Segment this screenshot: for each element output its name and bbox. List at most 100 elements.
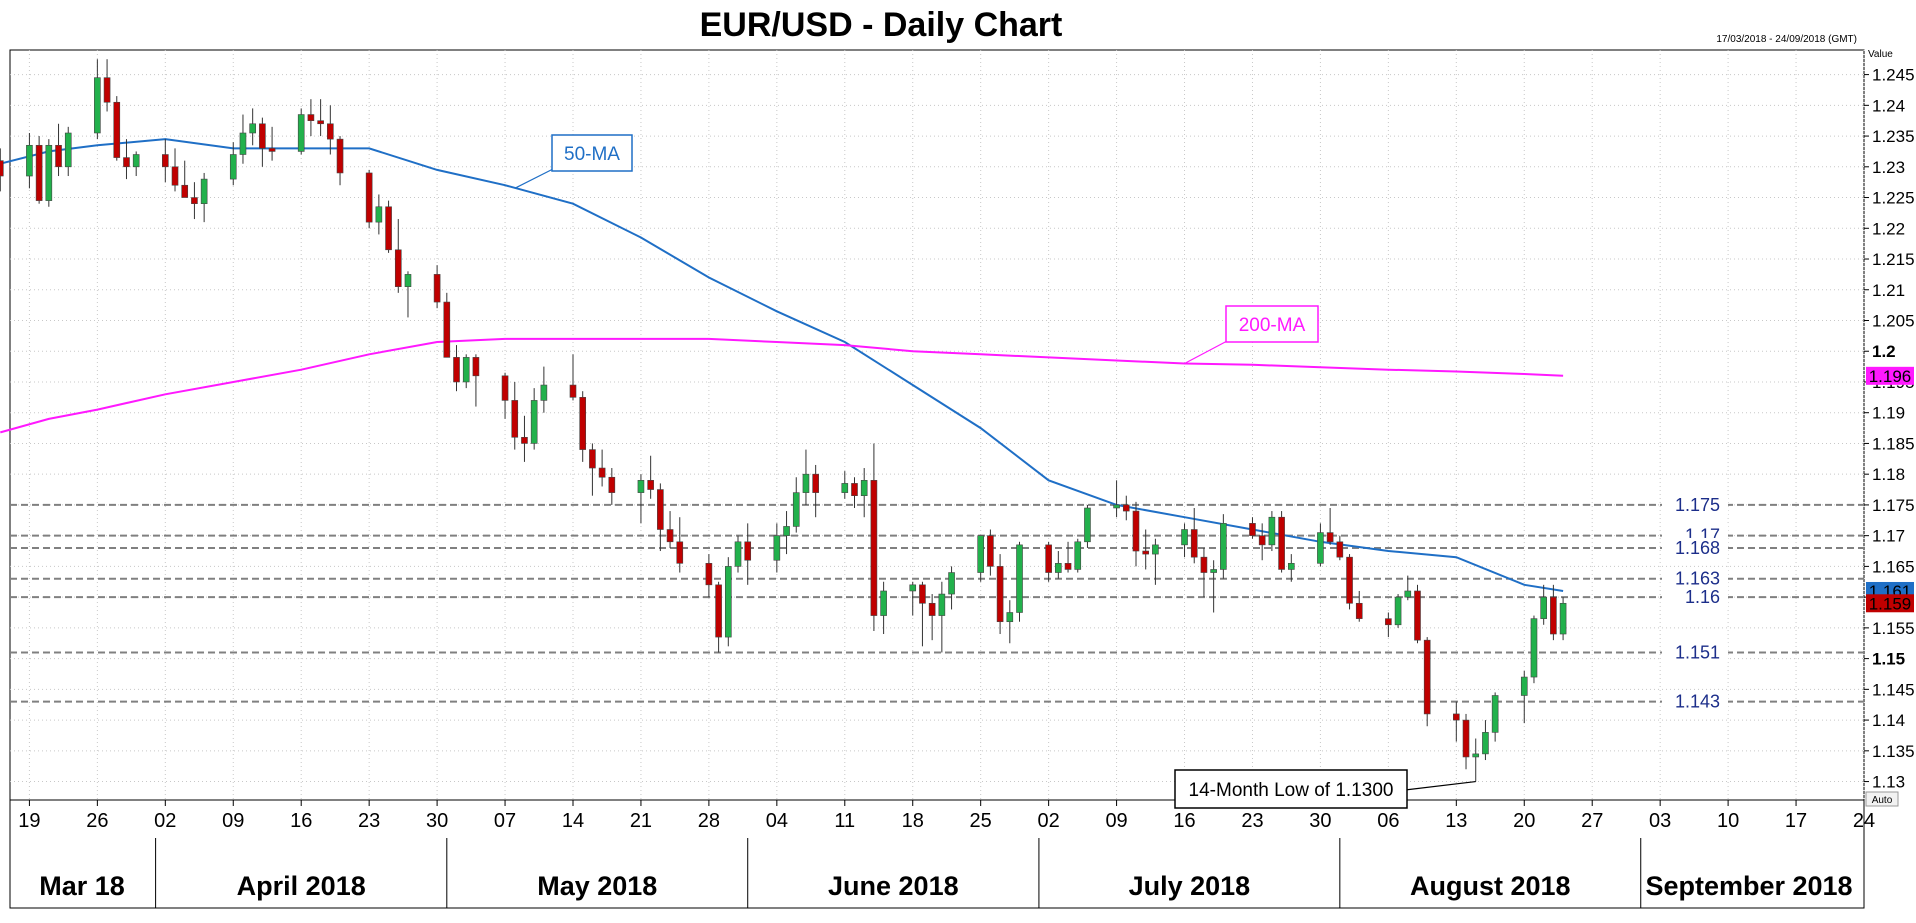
candle-body-down xyxy=(987,535,994,567)
x-tick-label: 21 xyxy=(630,810,652,832)
candle-body-down xyxy=(569,384,577,398)
ma200-callout-leader xyxy=(1184,339,1230,365)
candle-body-up xyxy=(1520,676,1528,696)
month-label: June 2018 xyxy=(828,871,959,901)
level-label-bg xyxy=(1662,568,1728,589)
y-tick-label: 1.17 xyxy=(1872,527,1905,546)
y-tick-label: 1.19 xyxy=(1872,404,1905,423)
candle-body-up xyxy=(1530,618,1538,678)
candle-body-down xyxy=(103,77,111,103)
candle-body-down xyxy=(589,449,596,469)
y-tick-label: 1.135 xyxy=(1872,742,1915,761)
candle-body-up xyxy=(45,144,53,201)
month-label: July 2018 xyxy=(1129,871,1251,901)
candle-body-up xyxy=(1084,507,1091,543)
candle-body-up xyxy=(773,535,781,561)
y-tick-label: 1.235 xyxy=(1872,127,1915,146)
x-tick-label: 20 xyxy=(1513,810,1535,832)
candle-body-up xyxy=(1055,563,1062,573)
x-tick-label: 18 xyxy=(902,810,924,832)
month-label: August 2018 xyxy=(1410,871,1571,901)
candle-body-up xyxy=(404,274,412,287)
candle-body-down xyxy=(851,483,858,496)
candle-body-up xyxy=(802,473,810,493)
candle-body-down xyxy=(812,473,819,493)
candle-body-down xyxy=(171,166,179,186)
chart-title: EUR/USD - Daily Chart xyxy=(700,6,1063,44)
candle-body-up xyxy=(64,132,72,168)
x-tick-label: 04 xyxy=(766,810,788,832)
x-tick-label: 07 xyxy=(494,810,516,832)
x-tick-label: 25 xyxy=(970,810,992,832)
x-tick-label: 06 xyxy=(1377,810,1399,832)
candle-body-up xyxy=(462,357,470,383)
candle-body-up xyxy=(1559,602,1567,635)
candle-body-down xyxy=(1336,541,1344,558)
candle-body-up xyxy=(1491,695,1499,733)
y-tick-label: 1.245 xyxy=(1872,66,1915,85)
y-tick-label: 1.165 xyxy=(1872,557,1915,576)
candle-body-down xyxy=(336,138,344,174)
auto-scale-label: Auto xyxy=(1872,795,1893,806)
candle-body-down xyxy=(55,144,62,168)
candle-body-down xyxy=(327,123,334,140)
candle-body-up xyxy=(132,154,140,168)
candle-body-down xyxy=(1200,556,1208,573)
x-tick-label: 03 xyxy=(1649,810,1671,832)
chart-frame xyxy=(9,49,1865,909)
candle-body-up xyxy=(297,114,305,152)
candle-body-up xyxy=(1220,523,1227,570)
value-badge xyxy=(1866,366,1914,385)
y-tick-label: 1.13 xyxy=(1872,773,1905,792)
candle-body-up xyxy=(200,178,208,204)
candle-body-down xyxy=(268,148,276,152)
candle-body-up xyxy=(1482,732,1489,755)
candle-body-up xyxy=(724,566,732,638)
candle-body-down xyxy=(676,541,684,564)
level-label: 1.163 xyxy=(1675,569,1720,589)
value-badge xyxy=(1866,594,1914,613)
y-tick-label: 1.145 xyxy=(1872,680,1915,699)
level-label: 1.16 xyxy=(1685,587,1720,607)
ma-line-200-ma xyxy=(0,337,1564,434)
x-tick-label: 09 xyxy=(1105,810,1127,832)
candle-body-up xyxy=(1287,563,1295,570)
x-tick-label: 30 xyxy=(1309,810,1331,832)
candle-body-down xyxy=(1385,618,1392,626)
candle-body-up xyxy=(1152,544,1159,555)
candle-body-down xyxy=(113,101,121,158)
candle-body-up xyxy=(1317,532,1324,564)
candle-body-down xyxy=(705,563,713,586)
auto-scale-button[interactable] xyxy=(1865,791,1899,807)
y-tick-label: 1.15 xyxy=(1872,650,1905,669)
x-tick-label: 09 xyxy=(222,810,244,832)
candle-body-up xyxy=(880,590,887,616)
y-tick-label: 1.225 xyxy=(1872,189,1915,208)
y-ticks: 1.245 1.24 1.235 1.23 1.225 1.22 1.215 1.21 1.20… xyxy=(1864,66,1915,792)
x-tick-label: 02 xyxy=(1038,810,1060,832)
candle-body-down xyxy=(365,172,373,223)
candle-body-up xyxy=(249,123,256,134)
month-label: April 2018 xyxy=(237,871,366,901)
candle-body-up xyxy=(948,572,955,595)
candle-body-down xyxy=(1258,535,1266,546)
value-badge-label: 1.159 xyxy=(1869,594,1912,613)
candle-body-down xyxy=(472,357,480,377)
x-tick-label: 10 xyxy=(1717,810,1739,832)
level-label-bg xyxy=(1662,587,1728,608)
grid-layer xyxy=(10,50,1865,800)
candle-body-up xyxy=(783,526,790,536)
candle-body-down xyxy=(1142,550,1150,555)
candle-body-up xyxy=(637,480,645,493)
x-tick-label: 17 xyxy=(1785,810,1807,832)
month-label: May 2018 xyxy=(537,871,657,901)
candle-body-up xyxy=(1113,504,1120,509)
x-tick-label: 28 xyxy=(698,810,720,832)
level-label: 1.175 xyxy=(1675,495,1720,515)
candle-body-down xyxy=(443,301,451,358)
candle-body-down xyxy=(870,480,878,616)
x-tick-label: 19 xyxy=(18,810,40,832)
x-tick-label: 24 xyxy=(1853,810,1875,832)
ma50-callout-box xyxy=(551,134,633,172)
